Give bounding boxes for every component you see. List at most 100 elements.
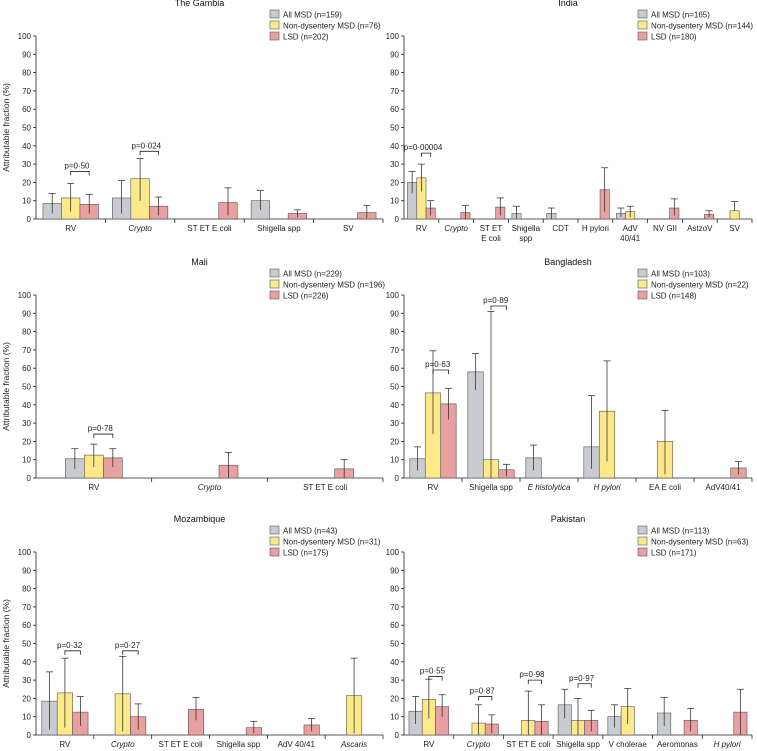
legend-swatch (637, 9, 648, 19)
pvalue-bracket (421, 152, 432, 158)
pvalue-bracket (432, 369, 449, 375)
x-category-label: RV (65, 224, 77, 233)
panel-title: Mozambique (174, 514, 226, 524)
y-tick-label: 20 (22, 694, 31, 703)
y-tick-label: 50 (390, 640, 399, 649)
x-category-label: ST ET E coli (303, 483, 347, 492)
y-tick-label: 100 (18, 291, 32, 300)
legend-swatch (269, 536, 280, 546)
pvalue-bracket (64, 650, 81, 655)
x-category-label: AdV (623, 224, 639, 233)
y-tick-label: 50 (390, 124, 399, 133)
y-tick-label: 10 (390, 713, 399, 722)
x-category-label: 40/41 (620, 234, 641, 243)
legend-swatch (637, 536, 648, 546)
y-tick-label: 70 (22, 87, 31, 96)
chart-panel-0: The Gambia Attributable fraction (%) 0 10 20… (1, 0, 384, 233)
y-tick-label: 30 (22, 419, 31, 428)
y-tick-label: 90 (22, 50, 31, 59)
x-category-label: Ascaris (340, 740, 367, 749)
y-tick-label: 50 (22, 124, 31, 133)
y-tick-label: 80 (390, 585, 399, 594)
y-tick-label: 100 (18, 548, 32, 557)
y-tick-label: 90 (22, 309, 31, 318)
y-tick-label: 0 (395, 215, 400, 224)
y-tick-label: 50 (390, 383, 399, 392)
pvalue-bracket (93, 433, 114, 439)
legend-swatch (637, 290, 648, 300)
y-tick-label: 40 (390, 658, 399, 667)
x-category-label: Crypto (467, 740, 491, 749)
y-tick-label: 60 (390, 621, 399, 630)
pvalue-bracket (139, 150, 160, 156)
y-tick-label: 0 (27, 215, 32, 224)
pvalue-bracket (577, 683, 592, 688)
y-tick-label: 10 (22, 456, 31, 465)
x-category-label: Shigella spp (556, 740, 600, 749)
bar-non-dysentery-msd (729, 210, 740, 220)
x-category-label: NV GII (653, 224, 677, 233)
x-category-label: Shigella spp (257, 224, 301, 233)
pvalue-label: p=0·98 (519, 670, 545, 679)
pvalue-label: p=0·024 (132, 141, 162, 150)
y-tick-label: 10 (390, 197, 399, 206)
x-category-label: Shigella spp (469, 483, 513, 492)
x-category-label: Aeromonas (657, 740, 698, 749)
legend-swatch (269, 31, 280, 41)
legend-label: All MSD (n=229) (283, 270, 342, 279)
x-category-label: RV (423, 740, 435, 749)
y-tick-label: 30 (22, 676, 31, 685)
y-tick-label: 60 (390, 364, 399, 373)
y-tick-label: 70 (390, 346, 399, 355)
x-category-label: Crypto (111, 740, 135, 749)
pvalue-label: p=0·50 (64, 161, 90, 170)
pvalue-label: p=0·55 (420, 666, 446, 675)
x-category-label: E coli (481, 234, 501, 243)
y-tick-label: 80 (390, 328, 399, 337)
legend-swatch (269, 279, 280, 289)
y-tick-label: 70 (390, 603, 399, 612)
x-category-label: Shigella spp (217, 740, 261, 749)
x-category-label: ST ET E coli (187, 224, 231, 233)
y-tick-label: 0 (27, 474, 32, 483)
y-tick-label: 50 (22, 383, 31, 392)
y-tick-label: 90 (390, 50, 399, 59)
pvalue-label: p=0·87 (470, 687, 496, 696)
x-category-label: RV (428, 483, 440, 492)
chart-panel-3: Bangladesh 0 10 20 30 40 50 60 70 80 90 100 RV Shigel… (386, 257, 753, 492)
y-tick-label: 80 (390, 69, 399, 78)
chart-panel-4: Mozambique Attributable fraction (%) 0 10 20… (1, 514, 384, 751)
legend-swatch (269, 9, 280, 19)
y-tick-label: 50 (22, 640, 31, 649)
panel-title: Pakistan (551, 514, 586, 524)
x-category-label: RV (416, 224, 428, 233)
y-axis-label: Attributable fraction (%) (1, 83, 11, 172)
y-tick-label: 20 (390, 437, 399, 446)
y-tick-label: 20 (22, 437, 31, 446)
x-category-label: H pylori (582, 224, 609, 233)
y-tick-label: 60 (22, 621, 31, 630)
pvalue-bracket (490, 305, 507, 310)
pvalue-label: p=0·78 (88, 424, 114, 433)
chart-panel-2: Mali Attributable fraction (%) 0 10 20 30 40 50… (1, 257, 385, 492)
pvalue-label: p=0·97 (569, 674, 595, 683)
legend-swatch (637, 20, 648, 30)
legend-swatch (269, 525, 280, 535)
y-tick-label: 90 (390, 566, 399, 575)
pvalue-bracket (428, 676, 443, 681)
y-tick-label: 90 (390, 309, 399, 318)
panel-title: Mali (191, 257, 208, 267)
legend-swatch (637, 268, 648, 278)
pvalue-bracket (478, 696, 493, 701)
pvalue-label: p=0·63 (425, 360, 451, 369)
y-tick-label: 60 (22, 364, 31, 373)
y-tick-label: 0 (395, 731, 400, 740)
y-tick-label: 30 (390, 676, 399, 685)
x-category-label: Shigella (512, 224, 541, 233)
y-tick-label: 60 (22, 105, 31, 114)
legend-swatch (269, 290, 280, 300)
y-tick-label: 20 (390, 178, 399, 187)
legend-swatch (637, 279, 648, 289)
legend-label: Non-dysentery MSD (n=31) (283, 538, 381, 547)
x-category-label: Crypto (128, 224, 152, 233)
